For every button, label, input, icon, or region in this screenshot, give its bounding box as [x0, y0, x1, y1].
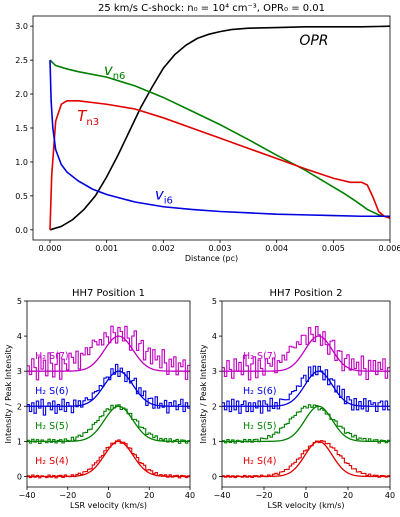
series-line-v-n6 — [49, 59, 390, 219]
line-label: H₂ S(7) — [243, 351, 276, 362]
observed-spectrum-h-s-4- — [27, 439, 190, 479]
y-tick-label: 0 — [212, 472, 217, 481]
x-tick-label: 0.001 — [95, 244, 118, 253]
y-tick-label: 1 — [212, 437, 217, 446]
series-annotation: Tn3 — [77, 107, 99, 128]
y-tick-label: 2 — [212, 402, 217, 411]
series-annotation: vi6 — [155, 185, 173, 206]
x-tick-label: 40 — [385, 491, 395, 500]
y-axis-label: Intensity / Peak Intensity — [4, 344, 13, 443]
line-label: H₂ S(6) — [35, 386, 68, 397]
panel-1-title: 25 km/s C-shock: n₀ = 10⁴ cm⁻³, OPR₀ = 0… — [98, 3, 325, 14]
line-label: H₂ S(4) — [35, 456, 68, 467]
model-profile-h-s-6- — [27, 370, 190, 407]
panel-2-title: HH7 Position 1 — [72, 288, 145, 299]
y-tick-label: 3.0 — [15, 22, 28, 31]
observed-spectrum-h-s-5- — [222, 404, 390, 444]
model-profile-h-s-5- — [222, 405, 390, 443]
y-tick-label: 1 — [17, 437, 22, 446]
x-tick-label: −40 — [19, 491, 36, 500]
y-axis-label: Intensity / Peak Intensity — [199, 344, 208, 443]
y-tick-label: 2 — [17, 402, 22, 411]
x-tick-label: −20 — [256, 491, 273, 500]
observed-spectrum-h-s-7- — [222, 326, 390, 381]
model-profile-h-s-4- — [27, 440, 190, 478]
x-tick-label: 0 — [303, 491, 308, 500]
y-tick-label: 1.5 — [15, 124, 28, 133]
x-tick-label: 0.005 — [322, 244, 345, 253]
x-axis-label: LSR velocity (km/s) — [70, 501, 147, 510]
x-tick-label: 0.002 — [152, 244, 175, 253]
x-tick-label: 0.004 — [265, 244, 288, 253]
x-tick-label: −40 — [214, 491, 231, 500]
y-tick-label: 5 — [17, 297, 22, 306]
series-annotation: OPR — [299, 33, 328, 49]
x-tick-label: 40 — [185, 491, 195, 500]
y-tick-label: 3 — [17, 367, 22, 376]
y-tick-label: 0.5 — [15, 192, 28, 201]
observed-spectrum-h-s-6- — [222, 365, 390, 414]
panel-1: 25 km/s C-shock: n₀ = 10⁴ cm⁻³, OPR₀ = 0… — [15, 3, 400, 263]
line-label: H₂ S(4) — [243, 456, 276, 467]
line-label: H₂ S(5) — [243, 421, 276, 432]
panel-3-title: HH7 Position 2 — [269, 288, 342, 299]
y-tick-label: 2.0 — [15, 90, 28, 99]
plot-frame — [221, 300, 391, 488]
x-tick-label: −20 — [59, 491, 76, 500]
x-tick-label: 0.003 — [209, 244, 232, 253]
series-line-opr — [49, 25, 390, 231]
x-tick-label: 0.006 — [379, 244, 400, 253]
series-line-v-i6 — [49, 60, 390, 218]
model-profile-h-s-5- — [27, 405, 190, 443]
x-tick-label: 20 — [144, 491, 154, 500]
plot-frame — [32, 15, 391, 241]
x-tick-label: 0 — [106, 491, 111, 500]
x-axis-label: Distance (pc) — [185, 254, 238, 263]
y-tick-label: 5 — [212, 297, 217, 306]
x-axis-label: LSR velocity (km/s) — [268, 501, 345, 510]
model-profile-h-s-4- — [222, 440, 390, 478]
y-tick-label: 3 — [212, 367, 217, 376]
model-profile-h-s-7- — [27, 335, 190, 372]
y-tick-label: 0 — [17, 472, 22, 481]
panel-3: HH7 Position 2 −40 −20 0 20 40 0 1 2 3 4 5 LSR veloc… — [199, 288, 395, 510]
line-label: H₂ S(6) — [243, 386, 276, 397]
model-profile-h-s-6- — [222, 370, 390, 407]
x-tick-label: 20 — [343, 491, 353, 500]
observed-spectrum-h-s-5- — [27, 404, 190, 445]
model-profile-h-s-7- — [222, 335, 390, 372]
x-tick-label: 0.000 — [39, 244, 62, 253]
panel-2: HH7 Position 1 −40 −20 0 20 40 0 1 2 3 4 5 LSR veloc… — [4, 288, 195, 510]
y-tick-label: 1.0 — [15, 158, 28, 167]
y-tick-label: 4 — [17, 332, 22, 341]
plot-frame — [26, 300, 191, 488]
line-label: H₂ S(5) — [35, 421, 68, 432]
y-tick-label: 2.5 — [15, 56, 28, 65]
observed-spectrum-h-s-7- — [27, 325, 190, 381]
series-annotation: vn6 — [104, 61, 126, 82]
y-tick-label: 4 — [212, 332, 217, 341]
y-tick-label: 0.0 — [15, 226, 28, 235]
line-label: H₂ S(7) — [35, 351, 68, 362]
series-line-t-n3 — [49, 100, 390, 230]
